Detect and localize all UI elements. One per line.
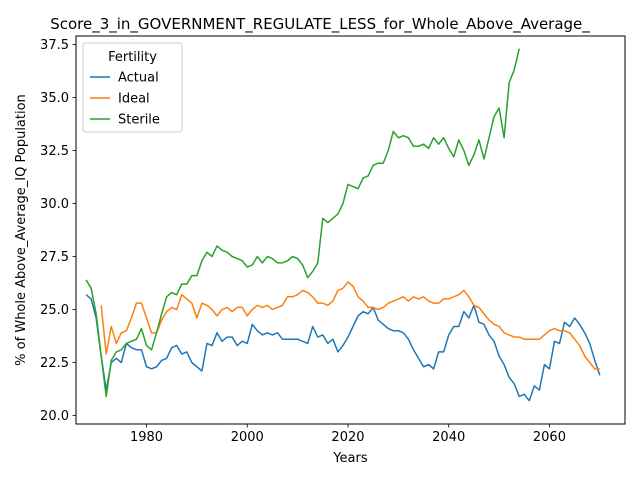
y-tick-label: 25.0 (40, 303, 69, 318)
legend-label-actual: Actual (118, 71, 159, 86)
legend-title: Fertility (108, 50, 157, 65)
y-axis-label: % of Whole Above_Average_IQ Population (14, 94, 29, 366)
y-tick-label: 32.5 (40, 144, 69, 159)
x-axis-ticks: 1980 2000 2020 2040 2060 (130, 424, 566, 445)
y-tick-label: 30.0 (40, 197, 69, 212)
x-tick-label: 1980 (130, 430, 163, 445)
x-tick-label: 2060 (533, 430, 566, 445)
y-tick-label: 27.5 (40, 250, 69, 265)
series-line-actual (85, 294, 601, 402)
plot-area (75, 35, 626, 425)
legend-label-ideal: Ideal (118, 92, 150, 107)
y-axis-ticks: 20.0 22.5 25.0 27.5 30.0 32.5 35.0 37.5 (40, 38, 76, 424)
legend-label-sterile: Sterile (118, 113, 160, 128)
x-axis-label: Years (332, 451, 368, 466)
x-tick-label: 2020 (331, 430, 364, 445)
y-tick-label: 22.5 (40, 356, 69, 371)
y-tick-label: 35.0 (40, 91, 69, 106)
series-line-ideal (100, 281, 600, 370)
chart-title: Score_3_in_GOVERNMENT_REGULATE_LESS_for_… (50, 15, 590, 34)
legend-box (82, 42, 183, 133)
y-tick-label: 37.5 (40, 38, 69, 53)
x-tick-label: 2040 (432, 430, 465, 445)
legend: Fertility Actual Ideal Sterile (82, 42, 183, 133)
series-lines (85, 48, 601, 402)
y-tick-label: 20.0 (40, 409, 69, 424)
series-line-sterile (85, 48, 520, 398)
legend-items: Actual Ideal Sterile (90, 71, 160, 128)
axes-frame (75, 35, 626, 425)
x-tick-label: 2000 (231, 430, 264, 445)
